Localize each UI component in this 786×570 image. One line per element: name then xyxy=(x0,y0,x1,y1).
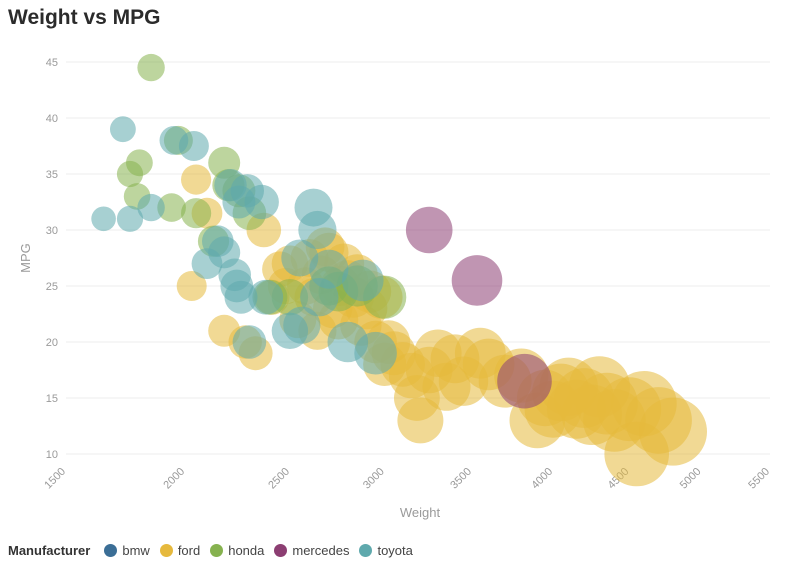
legend-item-mercedes[interactable]: mercedes xyxy=(274,543,349,558)
data-point-toyota[interactable] xyxy=(232,325,267,359)
legend-item-ford[interactable]: ford xyxy=(159,543,201,558)
legend-items: bmw ford honda mercedes toyota xyxy=(104,543,423,558)
x-tick-label: 2000 xyxy=(161,466,187,492)
y-axis-ticks: 10 15 20 25 30 35 40 45 xyxy=(46,57,58,461)
data-point-toyota[interactable] xyxy=(309,249,349,289)
data-point-honda[interactable] xyxy=(181,198,212,229)
x-axis-label: Weight xyxy=(400,505,441,520)
data-point-toyota[interactable] xyxy=(342,259,384,302)
data-point-ford[interactable] xyxy=(397,397,444,444)
legend-label-bmw: bmw xyxy=(122,543,150,558)
data-point-toyota[interactable] xyxy=(116,205,144,232)
data-point-mercedes[interactable] xyxy=(405,206,453,254)
data-point-mercedes[interactable] xyxy=(497,353,552,409)
data-point-toyota[interactable] xyxy=(244,184,279,220)
data-point-toyota[interactable] xyxy=(354,331,397,375)
legend-swatch-toyota xyxy=(359,544,373,557)
legend-swatch-ford xyxy=(159,544,173,557)
data-point-honda[interactable] xyxy=(137,53,165,82)
data-point-ford[interactable] xyxy=(181,164,212,195)
legend-swatch-honda xyxy=(210,544,224,557)
chart-title: Weight vs MPG xyxy=(8,6,161,29)
x-tick-label: 2500 xyxy=(266,466,292,492)
data-point-toyota[interactable] xyxy=(281,239,319,277)
data-point-toyota[interactable] xyxy=(178,131,209,161)
data-point-toyota[interactable] xyxy=(137,193,165,222)
data-point-honda[interactable] xyxy=(271,279,309,316)
data-point-toyota[interactable] xyxy=(224,280,258,314)
y-tick-label: 40 xyxy=(46,113,58,125)
y-tick-label: 15 xyxy=(46,393,58,405)
legend-item-toyota[interactable]: toyota xyxy=(359,543,413,558)
y-tick-label: 10 xyxy=(46,449,58,461)
data-point-ford[interactable] xyxy=(176,271,207,301)
data-point-honda[interactable] xyxy=(157,193,186,222)
x-tick-label: 4000 xyxy=(529,466,555,492)
data-point-toyota[interactable] xyxy=(248,279,284,315)
legend-swatch-mercedes xyxy=(274,544,288,557)
y-axis-label: MPG xyxy=(18,243,33,273)
legend-swatch-bmw xyxy=(104,544,118,557)
x-tick-label: 3500 xyxy=(448,466,474,492)
data-points xyxy=(91,53,707,487)
data-point-toyota[interactable] xyxy=(298,210,337,250)
data-point-toyota[interactable] xyxy=(283,306,321,344)
y-tick-label: 45 xyxy=(46,57,58,69)
legend-title: Manufacturer xyxy=(8,543,91,558)
data-point-mercedes[interactable] xyxy=(451,255,503,306)
x-tick-label: 5000 xyxy=(678,466,704,492)
legend-label-honda: honda xyxy=(228,543,265,558)
x-tick-label: 1500 xyxy=(42,466,68,492)
legend: Manufacturer bmw ford honda mercedes toyota xyxy=(8,543,423,558)
legend-label-mercedes: mercedes xyxy=(292,543,350,558)
legend-label-ford: ford xyxy=(177,543,201,558)
y-tick-label: 35 xyxy=(46,169,58,181)
legend-label-toyota: toyota xyxy=(377,543,413,558)
y-tick-label: 30 xyxy=(46,225,58,237)
legend-item-bmw[interactable]: bmw xyxy=(104,543,150,558)
data-point-toyota[interactable] xyxy=(91,206,116,232)
data-point-ford[interactable] xyxy=(639,397,707,466)
data-point-honda[interactable] xyxy=(125,149,153,177)
y-tick-label: 20 xyxy=(46,337,58,349)
legend-item-honda[interactable]: honda xyxy=(210,543,264,558)
x-tick-label: 3000 xyxy=(361,466,387,492)
data-point-toyota[interactable] xyxy=(110,116,136,143)
y-tick-label: 25 xyxy=(46,281,58,293)
x-tick-label: 5500 xyxy=(746,466,772,492)
